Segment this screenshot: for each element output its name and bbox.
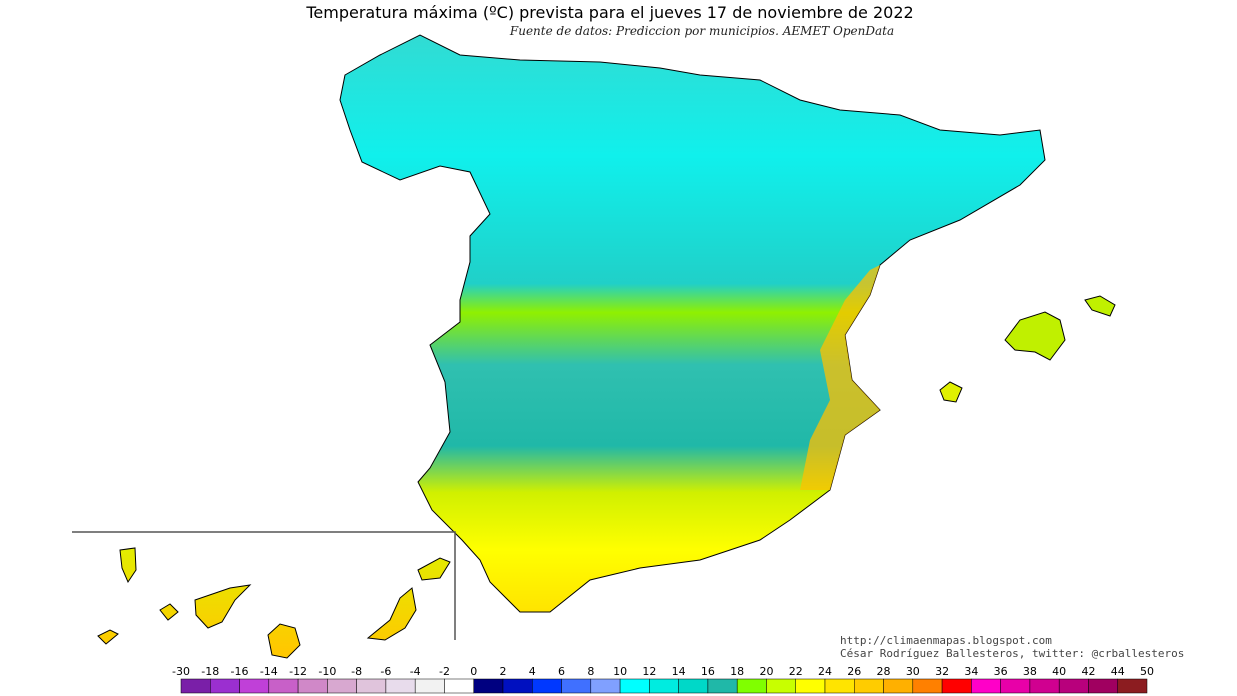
spain-mainland — [339, 34, 1046, 613]
colorbar-swatch — [356, 678, 387, 694]
colorbar-tick-label: 34 — [964, 665, 978, 678]
ibiza — [939, 381, 963, 403]
colorbar-tick-label: -4 — [410, 665, 421, 678]
colorbar-swatch — [824, 678, 855, 694]
colorbar-tick-label: -14 — [260, 665, 278, 678]
colorbar-tick-label: 44 — [1111, 665, 1125, 678]
title: Temperatura máxima (ºC) prevista para el… — [305, 3, 913, 22]
colorbar-swatch — [297, 678, 328, 694]
colorbar-tick-label: -10 — [318, 665, 336, 678]
colorbar-swatch — [414, 678, 445, 694]
colorbar-tick-label: 38 — [1023, 665, 1037, 678]
credit-url: http://climaenmapas.blogspot.com — [840, 634, 1052, 647]
colorbar-tick-label: 42 — [1081, 665, 1095, 678]
menorca — [1084, 295, 1116, 317]
peninsula — [339, 34, 1116, 613]
canarias-inset — [72, 531, 456, 659]
colorbar-tick-label: 4 — [529, 665, 536, 678]
colorbar-swatch — [766, 678, 796, 694]
gran-canaria — [267, 623, 301, 659]
colorbar-tick-label: 14 — [672, 665, 686, 678]
colorbar-tick-label: 6 — [558, 665, 565, 678]
colorbar-swatch — [971, 678, 1001, 694]
colorbar-swatch — [1029, 678, 1060, 694]
colorbar-swatch — [941, 678, 972, 694]
source: Fuente de datos: Prediccion por municipi… — [509, 24, 894, 38]
credit-author: César Rodríguez Ballesteros, twitter: @c… — [840, 647, 1184, 660]
colorbar-tick-label: 10 — [613, 665, 627, 678]
mallorca — [1004, 311, 1066, 361]
colorbar-swatch — [210, 678, 240, 694]
colorbar-tick-label: 0 — [470, 665, 477, 678]
la-palma — [119, 547, 137, 584]
colorbar-tick-label: 12 — [642, 665, 656, 678]
colorbar-swatch — [736, 678, 767, 694]
colorbar-tick-label: 26 — [847, 665, 861, 678]
colorbar-tick-label: 32 — [935, 665, 949, 678]
el-hierro — [97, 629, 119, 645]
colorbar-swatch — [444, 678, 474, 694]
colorbar-swatch — [239, 678, 270, 694]
lanzarote — [417, 557, 451, 581]
la-gomera — [159, 603, 179, 621]
colorbar-tick-label: 30 — [906, 665, 920, 678]
colorbar-swatch — [180, 678, 211, 694]
colorbar-tick-label: 8 — [587, 665, 594, 678]
colorbar-swatch — [268, 678, 299, 694]
colorbar-swatch — [1117, 678, 1148, 694]
colorbar-swatch — [619, 678, 650, 694]
colorbar-tick-label: 16 — [701, 665, 715, 678]
colorbar-tick-label: 24 — [818, 665, 832, 678]
fuerteventura — [366, 587, 417, 641]
colorbar-tick-label: -2 — [439, 665, 450, 678]
colorbar-swatch — [649, 678, 679, 694]
colorbar-swatch — [473, 678, 504, 694]
colorbar-tick-label: -6 — [380, 665, 391, 678]
colorbar-tick-label: -16 — [231, 665, 249, 678]
colorbar-swatch — [1000, 678, 1031, 694]
colorbar-tick-label: 22 — [789, 665, 803, 678]
colorbar-tick-label: 40 — [1052, 665, 1066, 678]
colorbar-tick-label: -30 — [172, 665, 190, 678]
colorbar-tick-label: -12 — [289, 665, 307, 678]
east-coast-warm — [800, 265, 880, 490]
colorbar-swatch — [385, 678, 416, 694]
colorbar-swatch — [707, 678, 738, 694]
colorbar-swatch — [795, 678, 826, 694]
colorbar-swatch — [561, 678, 592, 694]
colorbar-swatch — [590, 678, 621, 694]
colorbar-swatch — [532, 678, 562, 694]
colorbar-tick-label: 18 — [730, 665, 744, 678]
colorbar-tick-label: 36 — [994, 665, 1008, 678]
colorbar-tick-label: -18 — [201, 665, 219, 678]
colorbar-swatch — [883, 678, 914, 694]
colorbar-swatch — [854, 678, 884, 694]
colorbar-swatch — [327, 678, 357, 694]
colorbar-swatch — [1088, 678, 1118, 694]
colorbar-tick-label: 50 — [1140, 665, 1154, 678]
colorbar-swatch — [678, 678, 709, 694]
colorbar-tick-label: 2 — [500, 665, 507, 678]
colorbar-tick-label: 28 — [877, 665, 891, 678]
colorbar: -30 -18 -16 -14 -12 -10 -8 -6 -4 -2 0 2 4 6 8 10 12 14 16 1… — [172, 665, 1154, 694]
colorbar-swatch — [912, 678, 943, 694]
colorbar-tick-label: -8 — [351, 665, 362, 678]
colorbar-swatch — [1058, 678, 1089, 694]
colorbar-swatch — [502, 678, 533, 694]
inset-frame — [72, 531, 456, 640]
tenerife — [194, 584, 252, 629]
colorbar-tick-label: 20 — [759, 665, 773, 678]
